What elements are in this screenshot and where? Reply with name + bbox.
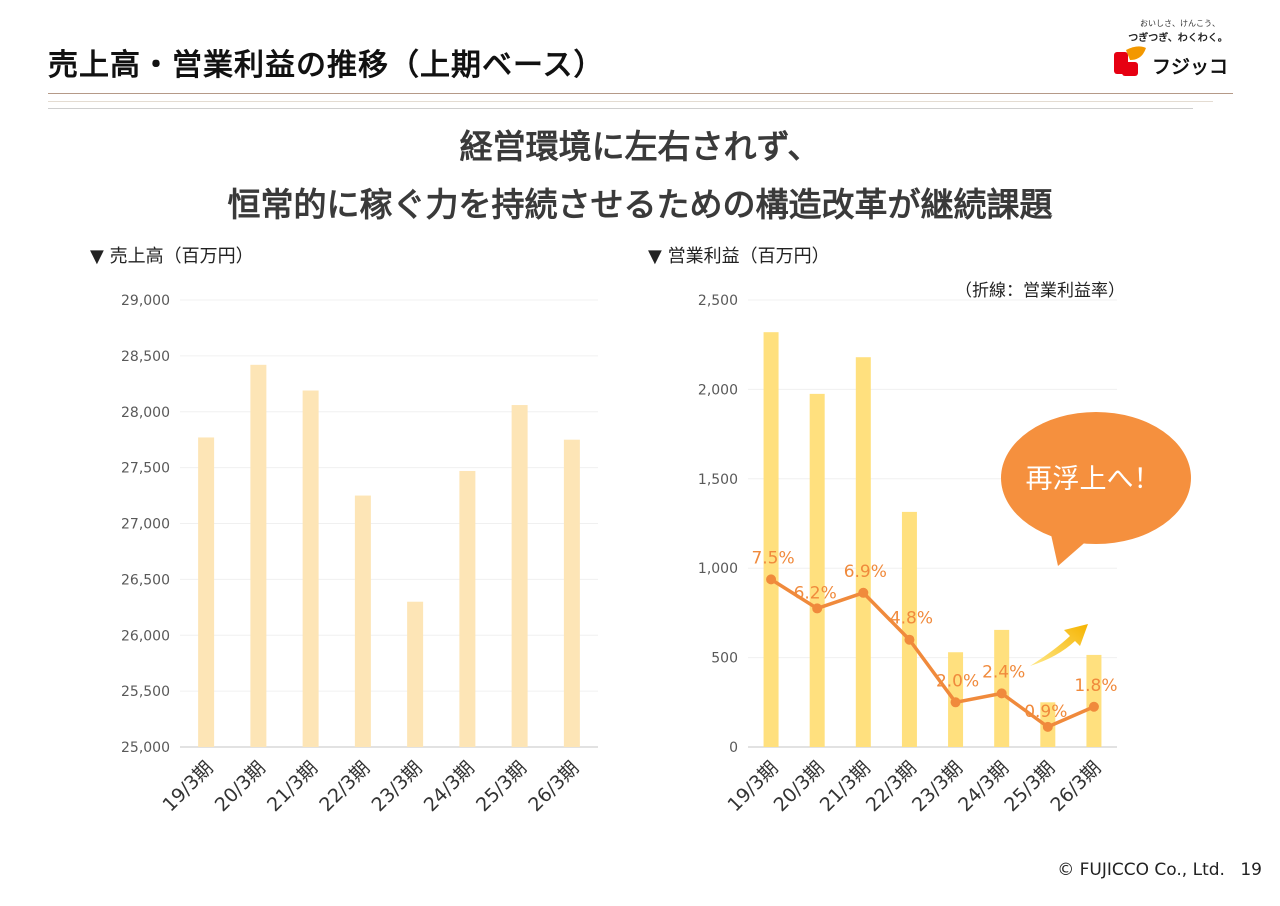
margin-point <box>858 587 869 598</box>
y-tick-label: 25,000 <box>121 740 170 756</box>
callout-text: 再浮上へ！ <box>1026 464 1161 495</box>
page-number: 19 <box>1240 860 1262 880</box>
bar <box>763 332 779 747</box>
callout-bubble: 再浮上へ！ <box>1001 412 1191 566</box>
margin-label: 0.9% <box>1024 702 1067 722</box>
profit-chart-title: ▼ 営業利益（百万円） <box>648 246 830 267</box>
y-tick-label: 28,500 <box>121 349 170 365</box>
margin-label: 2.4% <box>982 662 1025 682</box>
bar <box>901 511 917 747</box>
x-tick-label: 24/3期 <box>954 757 1013 816</box>
fujicco-logo: おいしさ、けんこう、 つぎつぎ、わくわく。 フジッコ <box>1108 18 1238 82</box>
x-tick-label: 22/3期 <box>315 757 374 816</box>
sales-chart-title: ▼ 売上高（百万円） <box>90 246 254 267</box>
bar <box>1086 654 1102 747</box>
y-tick-label: 29,000 <box>121 293 170 309</box>
logo-mark-icon <box>1114 46 1146 76</box>
bar <box>459 470 476 747</box>
margin-label: 4.8% <box>890 609 933 629</box>
x-tick-label: 22/3期 <box>862 757 921 816</box>
bar <box>563 439 580 747</box>
x-tick-label: 20/3期 <box>211 757 270 816</box>
y-tick-label: 27,500 <box>121 461 170 477</box>
margin-point <box>766 574 777 585</box>
x-tick-label: 23/3期 <box>908 757 967 816</box>
y-tick-label: 0 <box>729 740 738 756</box>
profit-chart: 05001,0001,5002,0002,50019/3期20/3期21/3期2… <box>698 293 1118 816</box>
margin-label: 6.2% <box>794 583 837 603</box>
y-tick-label: 26,000 <box>121 628 170 644</box>
y-tick-label: 500 <box>711 651 738 667</box>
margin-label: 7.5% <box>751 548 794 568</box>
margin-label: 1.8% <box>1074 676 1117 696</box>
headline: 経営環境に左右されず、 恒常的に稼ぐ力を持続させるための構造改革が継続課題 <box>0 118 1280 234</box>
margin-point <box>996 688 1007 699</box>
margin-point <box>812 603 823 614</box>
copyright: © FUJICCO Co., Ltd. <box>1057 860 1225 880</box>
bar <box>198 437 215 747</box>
upward-arrow-icon <box>1030 624 1088 666</box>
bar <box>250 364 267 747</box>
margin-label: 6.9% <box>844 562 887 582</box>
margin-point <box>1042 721 1053 732</box>
x-tick-label: 26/3期 <box>1046 757 1105 816</box>
bar <box>407 601 424 747</box>
x-tick-label: 26/3期 <box>524 757 583 816</box>
sales-chart: 25,000 25,500 26,000 26,500 27,000 27,500 28,0… <box>121 293 598 816</box>
header-divider-3 <box>48 108 1193 109</box>
y-tick-label: 1,000 <box>698 561 738 577</box>
y-tick-label: 2,000 <box>698 382 738 398</box>
footer: © FUJICCO Co., Ltd. 19 <box>1057 860 1262 880</box>
x-tick-label: 21/3期 <box>816 757 875 816</box>
page-title: 売上高・営業利益の推移（上期ベース） <box>48 48 605 83</box>
headline-line-2: 恒常的に稼ぐ力を持続させるための構造改革が継続課題 <box>227 185 1053 224</box>
logo-tagline-2: つぎつぎ、わくわく。 <box>1128 33 1228 44</box>
line-note: （折線：営業利益率） <box>955 281 1125 301</box>
x-tick-label: 23/3期 <box>367 757 426 816</box>
bar <box>354 495 371 747</box>
x-tick-label: 21/3期 <box>263 757 322 816</box>
y-tick-label: 2,500 <box>698 293 738 309</box>
bar <box>809 393 825 747</box>
margin-label: 2.0% <box>936 671 979 691</box>
y-tick-label: 26,500 <box>121 572 170 588</box>
margin-point <box>904 634 915 645</box>
x-tick-label: 19/3期 <box>723 757 782 816</box>
y-tick-label: 25,500 <box>121 684 170 700</box>
bar <box>855 357 871 747</box>
x-tick-label: 19/3期 <box>158 757 217 816</box>
margin-line <box>770 577 1095 729</box>
x-tick-label: 25/3期 <box>472 757 531 816</box>
margin-point <box>1088 701 1099 712</box>
logo-tagline-1: おいしさ、けんこう、 <box>1140 19 1220 28</box>
margin-point <box>950 697 961 708</box>
x-tick-label: 20/3期 <box>770 757 829 816</box>
logo-brand: フジッコ <box>1152 56 1229 78</box>
header-divider-2 <box>48 101 1213 102</box>
headline-line-1: 経営環境に左右されず、 <box>459 127 821 166</box>
bar <box>302 390 319 747</box>
y-tick-label: 27,000 <box>121 517 170 533</box>
bar <box>511 405 528 747</box>
y-tick-label: 28,000 <box>121 405 170 421</box>
x-tick-label: 24/3期 <box>420 757 479 816</box>
y-tick-label: 1,500 <box>698 472 738 488</box>
x-tick-label: 25/3期 <box>1000 757 1059 816</box>
header-divider <box>48 93 1233 94</box>
